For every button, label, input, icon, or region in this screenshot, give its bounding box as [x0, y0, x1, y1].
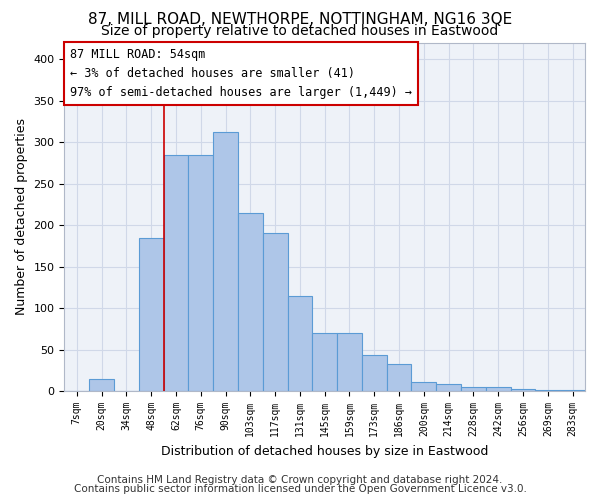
Text: 87 MILL ROAD: 54sqm
← 3% of detached houses are smaller (41)
97% of semi-detache: 87 MILL ROAD: 54sqm ← 3% of detached hou…: [70, 48, 412, 98]
Text: Contains public sector information licensed under the Open Government Licence v3: Contains public sector information licen…: [74, 484, 526, 494]
Bar: [89, 378, 114, 391]
Bar: [164, 154, 188, 391]
Bar: [188, 154, 213, 391]
Bar: [511, 388, 535, 391]
Bar: [486, 387, 511, 391]
Bar: [436, 384, 461, 391]
Bar: [461, 387, 486, 391]
Bar: [386, 364, 412, 391]
Bar: [213, 132, 238, 391]
X-axis label: Distribution of detached houses by size in Eastwood: Distribution of detached houses by size …: [161, 444, 488, 458]
Text: Contains HM Land Registry data © Crown copyright and database right 2024.: Contains HM Land Registry data © Crown c…: [97, 475, 503, 485]
Bar: [560, 390, 585, 391]
Bar: [287, 296, 313, 391]
Text: Size of property relative to detached houses in Eastwood: Size of property relative to detached ho…: [101, 24, 499, 38]
Bar: [263, 234, 287, 391]
Bar: [238, 212, 263, 391]
Bar: [337, 333, 362, 391]
Bar: [362, 354, 386, 391]
Bar: [313, 333, 337, 391]
Text: 87, MILL ROAD, NEWTHORPE, NOTTINGHAM, NG16 3QE: 87, MILL ROAD, NEWTHORPE, NOTTINGHAM, NG…: [88, 12, 512, 26]
Bar: [412, 382, 436, 391]
Bar: [139, 238, 164, 391]
Y-axis label: Number of detached properties: Number of detached properties: [15, 118, 28, 316]
Bar: [535, 390, 560, 391]
